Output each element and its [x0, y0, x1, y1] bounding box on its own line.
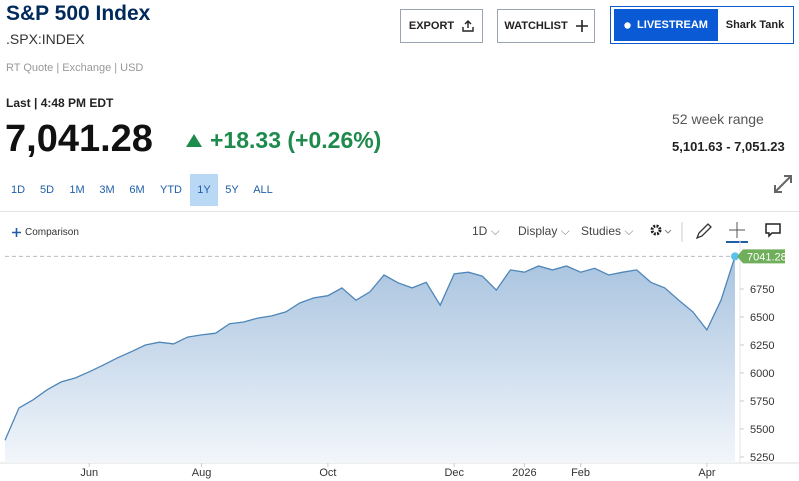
comparison-label: Comparison — [25, 227, 79, 238]
last-price-label: 7041.28 — [747, 251, 787, 263]
range-button[interactable]: 1M — [69, 184, 85, 196]
last-time: Last | 4:48 PM EDT — [6, 96, 114, 110]
y-tick-label: 5750 — [750, 396, 774, 408]
interval-label: 1D — [472, 224, 488, 238]
plus-icon — [12, 228, 21, 237]
x-tick-label: Aug — [192, 467, 212, 479]
export-button[interactable]: EXPORT — [400, 9, 483, 43]
last-point — [731, 252, 739, 261]
range-button[interactable]: 5D — [39, 184, 55, 196]
range-value: 5,101.63 - 7,051.23 — [672, 139, 785, 154]
y-tick-label: 6250 — [750, 340, 774, 352]
y-tick-label: 6750 — [750, 284, 774, 296]
chart: 5250 5500 5750 6000 6250 6500 6750 Jun Aug Oct Dec… — [0, 240, 799, 479]
y-tick-label: 5250 — [750, 452, 774, 464]
watchlist-label: WATCHLIST — [504, 20, 568, 32]
divider — [0, 211, 799, 212]
y-tick-label: 6500 — [750, 312, 774, 324]
last-price-tag — [737, 249, 785, 264]
x-tick-label: 2026 — [512, 467, 536, 479]
expand-icon[interactable] — [773, 174, 793, 194]
watchlist-button[interactable]: WATCHLIST — [497, 9, 595, 43]
tool-icons — [650, 222, 781, 243]
x-tick-label: Jun — [80, 467, 98, 479]
export-icon — [462, 20, 474, 32]
x-tick-label: Feb — [571, 467, 590, 479]
price-line — [4, 256, 736, 441]
x-tick-label: Apr — [698, 467, 715, 479]
symbol: .SPX:INDEX — [6, 31, 85, 47]
x-tick-label: Dec — [444, 467, 464, 479]
change: +18.33 (+0.26%) — [210, 127, 382, 153]
crosshair-icon[interactable] — [729, 222, 745, 238]
interval-button[interactable]: 1D ⌵ — [472, 224, 500, 238]
plus-icon — [575, 20, 588, 32]
quote-info: RT Quote | Exchange | USD — [6, 62, 144, 74]
draw-icon[interactable] — [695, 223, 712, 240]
export-label: EXPORT — [408, 20, 455, 32]
range-button[interactable]: 3M — [99, 184, 115, 196]
studies-label: Studies — [581, 224, 622, 238]
show-button[interactable]: Shark Tank — [718, 9, 792, 41]
display-button[interactable]: Display ⌵ — [518, 224, 570, 238]
price: 7,041.28 — [5, 118, 153, 160]
area-fill — [5, 256, 735, 463]
range-button[interactable]: 1D — [10, 184, 26, 196]
studies-button[interactable]: Studies ⌵ — [581, 224, 634, 238]
y-tick-label: 6000 — [750, 368, 774, 380]
live-dot — [624, 21, 631, 29]
range-button[interactable]: 6M — [129, 184, 145, 196]
show-label: Shark Tank — [725, 19, 785, 31]
display-label: Display — [518, 224, 558, 238]
comparison-button[interactable]: Comparison — [12, 227, 79, 238]
livestream-box — [610, 6, 794, 44]
comment-icon[interactable] — [765, 223, 781, 238]
range-label: 52 week range — [672, 111, 764, 127]
livestream-label: LIVESTREAM — [637, 19, 708, 31]
range-button[interactable]: YTD — [160, 184, 182, 196]
livestream-button[interactable]: LIVESTREAM — [614, 9, 718, 41]
x-tick-label: Oct — [319, 467, 336, 479]
up-arrow — [186, 134, 202, 147]
settings-icon[interactable] — [650, 224, 672, 236]
range-button[interactable]: ALL — [253, 184, 273, 196]
y-tick-label: 5500 — [750, 424, 774, 436]
range-button[interactable]: 1Y — [190, 174, 218, 206]
title: S&P 500 Index — [6, 2, 151, 25]
range-button[interactable]: 5Y — [225, 184, 239, 196]
